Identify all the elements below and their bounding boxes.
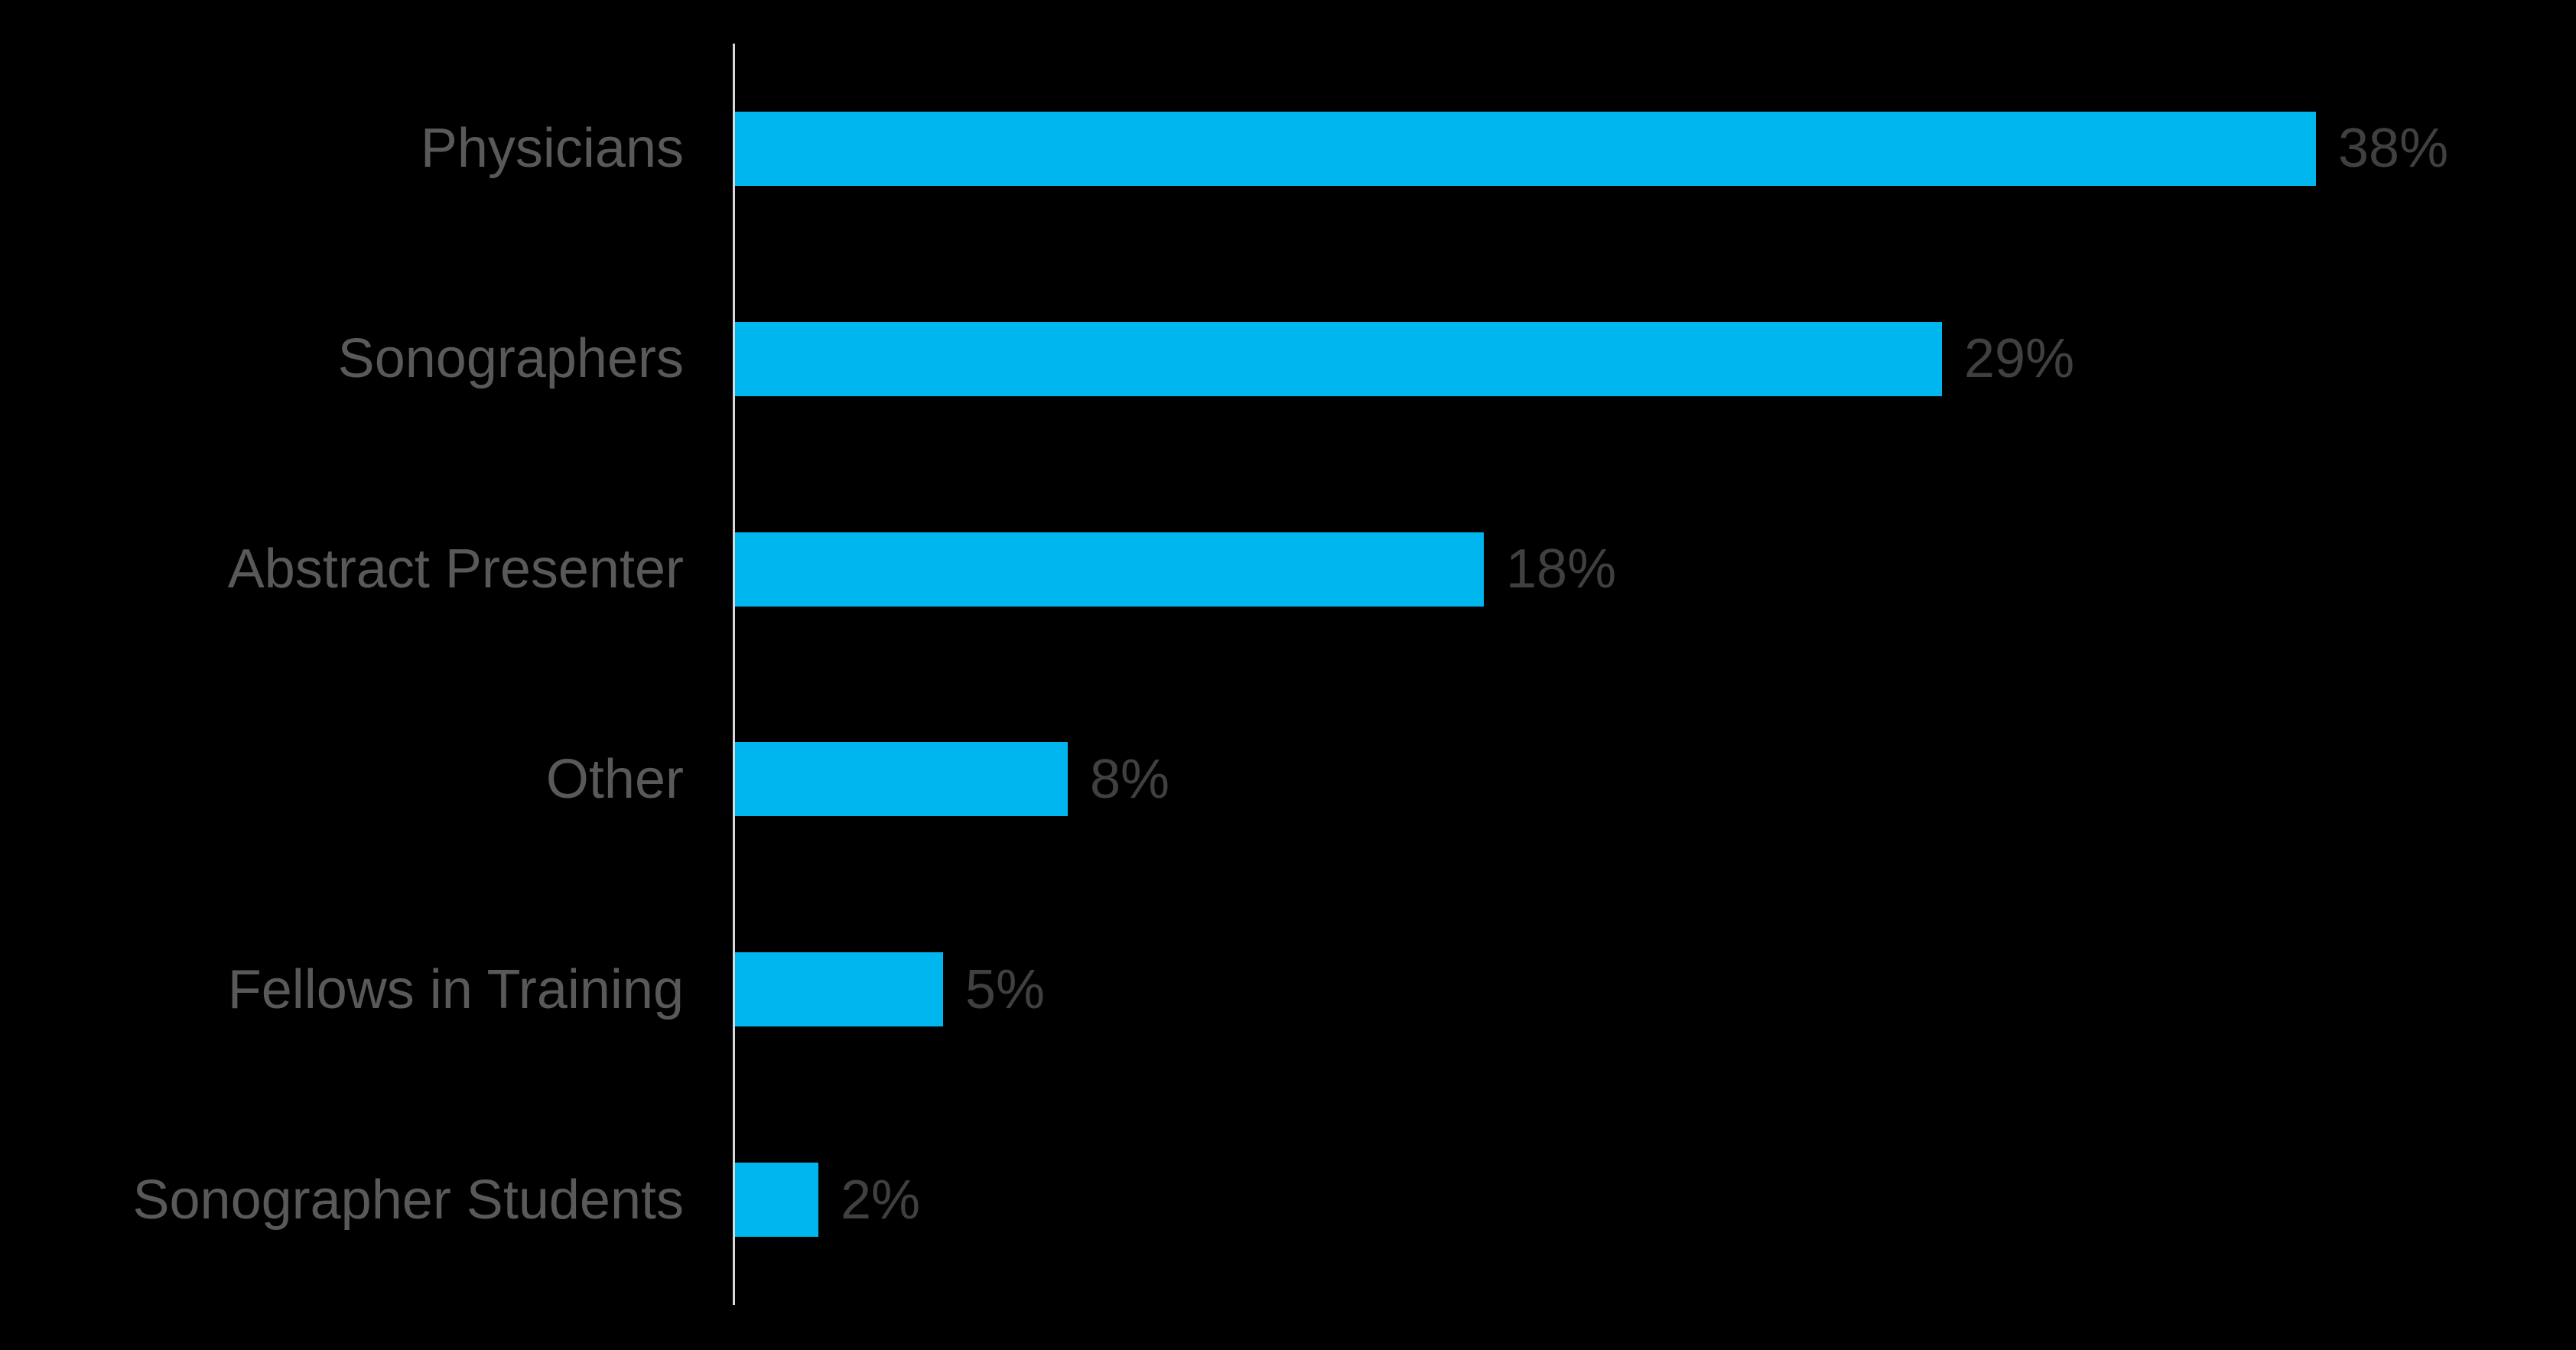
value-label: 29% [1964, 328, 2075, 390]
bar [735, 321, 1942, 396]
bar [735, 111, 2316, 186]
bar-area: 29% [735, 321, 2576, 396]
bar-row: Other 8% [0, 674, 2576, 884]
category-label: Other [545, 748, 684, 810]
bar-area: 8% [735, 742, 2576, 817]
bar-area: 2% [735, 1163, 2576, 1238]
bar [735, 532, 1484, 607]
bar-row: Fellows in Training 5% [0, 884, 2576, 1095]
category-label: Sonographer Students [132, 1169, 684, 1231]
value-label: 18% [1506, 538, 1617, 600]
bar-rows: Physicians 38% Sonographers 29% Abstract… [0, 44, 2576, 1305]
bar-area: 38% [735, 111, 2576, 186]
bar-row: Physicians 38% [0, 44, 2576, 254]
category-label: Abstract Presenter [227, 538, 684, 600]
category-label: Sonographers [337, 328, 684, 390]
category-label: Physicians [420, 118, 684, 180]
value-label: 2% [841, 1169, 921, 1231]
bar-area: 18% [735, 532, 2576, 607]
value-label: 38% [2338, 118, 2449, 180]
bar-row: Sonographers 29% [0, 254, 2576, 464]
bar-row: Abstract Presenter 18% [0, 464, 2576, 675]
y-axis-line [733, 44, 735, 1305]
bar-area: 5% [735, 952, 2576, 1027]
value-label: 5% [965, 958, 1046, 1020]
value-label: 8% [1090, 748, 1170, 810]
bar [735, 742, 1068, 817]
bar [735, 1163, 818, 1238]
bar [735, 952, 943, 1027]
bar-row: Sonographer Students 2% [0, 1095, 2576, 1305]
category-label: Fellows in Training [227, 958, 684, 1020]
